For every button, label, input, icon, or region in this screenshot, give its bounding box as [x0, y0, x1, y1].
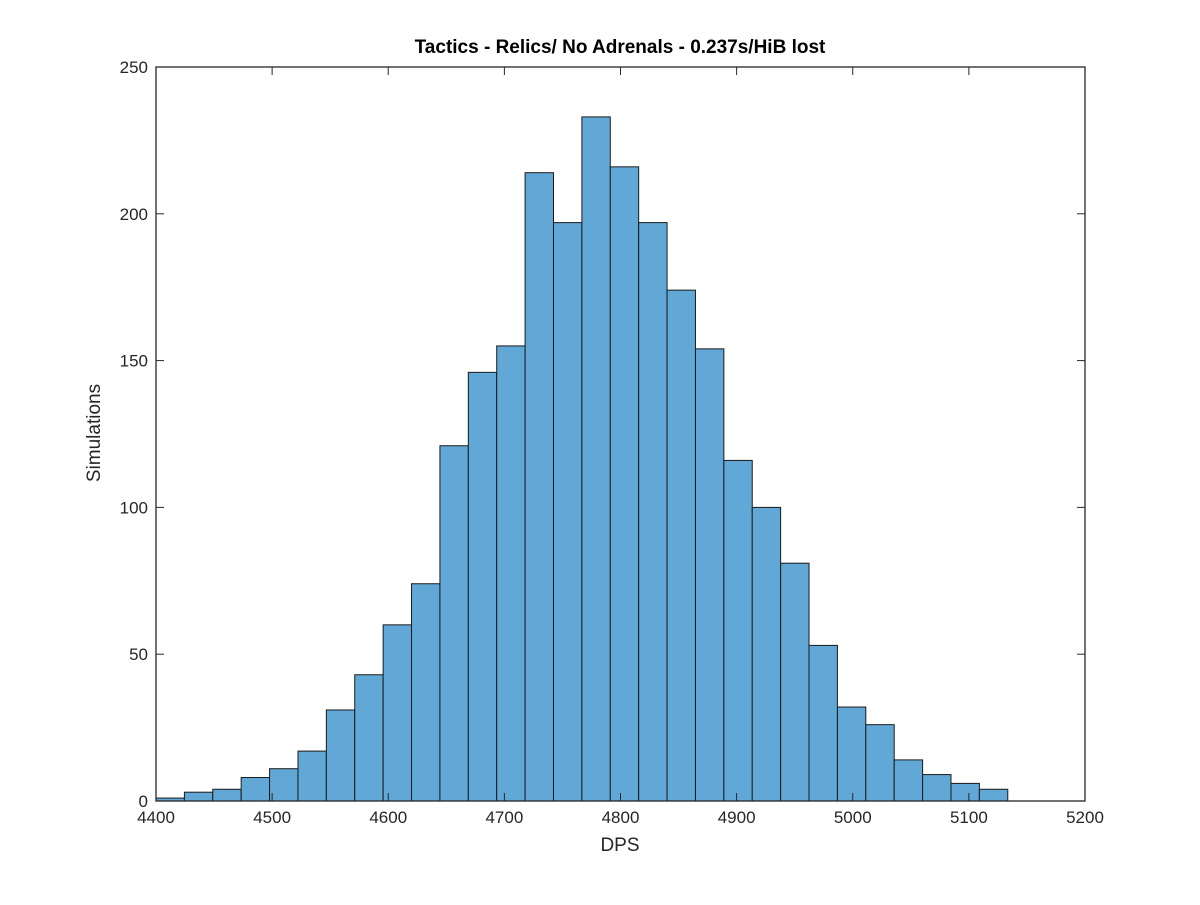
histogram-bar [865, 724, 895, 802]
chart-title: Tactics - Relics/ No Adrenals - 0.237s/H… [415, 37, 826, 58]
x-tick-label: 4700 [485, 808, 523, 827]
histogram-bar [581, 116, 611, 802]
histogram-bar [382, 624, 413, 802]
x-tick-label: 5200 [1066, 808, 1104, 827]
histogram-bar [496, 345, 526, 802]
x-tick-label: 5000 [834, 808, 872, 827]
histogram-bar [808, 644, 838, 802]
histogram-bar [183, 791, 214, 802]
y-tick-label: 150 [120, 352, 148, 371]
histogram-bar [552, 222, 583, 802]
histogram-bar [922, 774, 952, 802]
x-tick-label: 4900 [718, 808, 756, 827]
x-tick-label: 4400 [137, 808, 175, 827]
histogram-bar [836, 706, 867, 802]
bars-group [155, 116, 1009, 802]
y-tick-label: 250 [120, 58, 148, 77]
histogram-bar [950, 782, 980, 802]
plot-frame [155, 66, 1086, 802]
histogram-bar [978, 788, 1009, 802]
histogram-bar [638, 222, 668, 802]
histogram-bar [212, 788, 242, 802]
histogram-bar [780, 562, 810, 802]
histogram-bar [411, 583, 441, 802]
x-axis-label: DPS [600, 835, 639, 856]
histogram-bar [666, 289, 696, 802]
histogram-bar [269, 768, 299, 802]
histogram-bar [524, 172, 554, 802]
y-tick-label: 100 [120, 498, 148, 517]
histogram-bar [893, 759, 924, 802]
histogram-bar [297, 750, 327, 802]
histogram-bar [609, 166, 640, 802]
histogram-bar [240, 777, 271, 802]
y-axis-label: Simulations [84, 384, 105, 482]
histogram-bar [325, 709, 356, 802]
x-tick-label: 4500 [253, 808, 291, 827]
histogram-bar [439, 445, 469, 802]
histogram-bar [467, 371, 498, 802]
histogram-bar [354, 674, 384, 802]
y-tick-label: 0 [139, 792, 148, 811]
ticks-group: 4400 4500 4600 4700 4800 4900 5000 5100 5200 0 50 1… [120, 58, 1104, 827]
x-tick-label: 5100 [950, 808, 988, 827]
histogram-bar [723, 459, 753, 802]
histogram-bar [751, 506, 782, 802]
y-tick-label: 50 [129, 645, 148, 664]
histogram-bar [694, 348, 725, 802]
x-tick-label: 4800 [602, 808, 640, 827]
y-tick-label: 200 [120, 205, 148, 224]
x-tick-label: 4600 [369, 808, 407, 827]
